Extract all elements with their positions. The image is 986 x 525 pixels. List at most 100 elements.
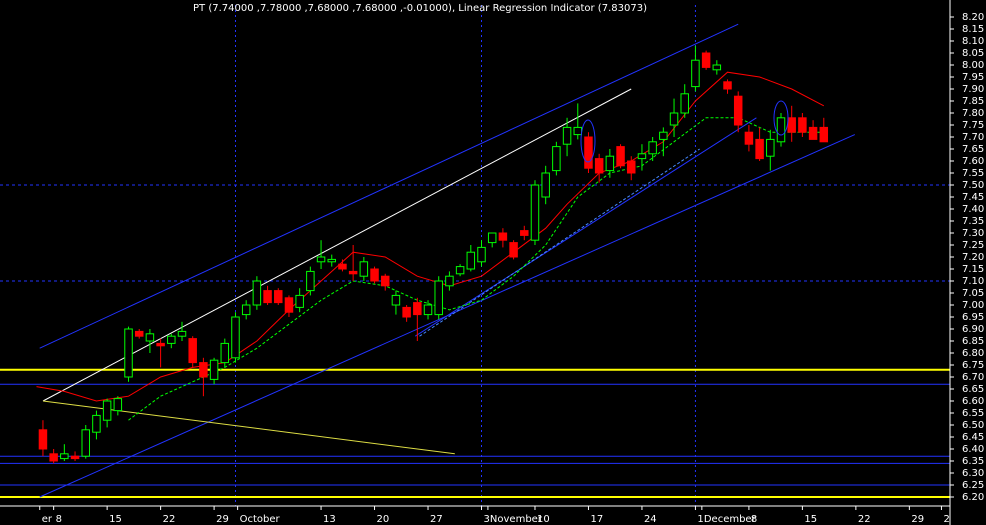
x-tick-label: 27	[430, 514, 443, 525]
chart-title: PT (7.74000 ,7.78000 ,7.68000 ,7.68000 ,…	[193, 3, 647, 14]
y-tick-label: 7.00	[962, 300, 984, 311]
x-tick-label: November	[490, 514, 543, 525]
y-tick-label: 6.60	[962, 396, 984, 407]
candle-body	[520, 230, 529, 236]
candle-body	[284, 297, 294, 313]
x-tick-label: 8	[56, 514, 62, 525]
candle-body	[584, 136, 593, 169]
candle-body	[541, 172, 550, 198]
x-tick-label: October	[240, 514, 281, 525]
candle-body	[498, 232, 508, 241]
candle-body	[209, 359, 219, 380]
indicator-line	[42, 400, 455, 455]
y-tick-label: 6.65	[962, 384, 984, 395]
candle-body	[113, 398, 123, 412]
y-tick-label: 7.20	[962, 252, 984, 263]
candle-body	[295, 294, 304, 308]
candle-body	[798, 117, 807, 133]
candle-body	[487, 232, 497, 244]
y-tick-label: 8.15	[962, 24, 984, 35]
candle-body	[199, 362, 208, 378]
y-tick-label: 6.40	[962, 444, 984, 455]
plot-area	[0, 5, 950, 506]
y-tick-label: 7.85	[962, 96, 984, 107]
candle-body	[338, 263, 347, 270]
y-tick-label: 6.80	[962, 348, 984, 359]
candle-body	[220, 342, 230, 364]
y-tick-label: 7.55	[962, 168, 984, 179]
candle-body	[627, 160, 636, 174]
candle-body	[241, 304, 251, 316]
candle-body	[134, 330, 144, 337]
x-tick-label: 29	[911, 514, 924, 525]
x-tick-label: 8	[751, 514, 757, 525]
candle-body	[263, 290, 272, 304]
y-tick-label: 6.70	[962, 372, 984, 383]
candle-body	[274, 290, 283, 304]
y-tick-label: 6.85	[962, 336, 984, 347]
candle-body	[38, 429, 48, 450]
candle-body	[316, 256, 326, 263]
y-tick-label: 7.80	[962, 108, 984, 119]
candle-body	[466, 251, 476, 270]
candle-body	[744, 131, 754, 145]
candle-body	[70, 455, 80, 460]
candle-body	[359, 261, 369, 277]
x-tick-label: 15	[109, 514, 122, 525]
candle-body	[402, 306, 411, 318]
y-tick-label: 7.65	[962, 144, 984, 155]
x-tick-label: 17	[590, 514, 603, 525]
candle-body	[92, 414, 101, 433]
candle-body	[252, 280, 262, 306]
x-tick-label: er	[42, 514, 53, 525]
candle-body	[637, 153, 647, 160]
candle-body	[156, 342, 165, 347]
x-tick-label: 2	[943, 514, 949, 525]
candle-body	[701, 52, 711, 68]
x-tick-label: 22	[858, 514, 871, 525]
candle-body	[423, 304, 433, 316]
y-tick-label: 7.75	[962, 120, 984, 131]
y-tick-label: 8.10	[962, 36, 984, 47]
y-tick-label: 7.30	[962, 228, 984, 239]
y-tick-label: 6.30	[962, 468, 984, 479]
candle-body	[477, 246, 486, 263]
y-tick-label: 6.25	[962, 480, 984, 491]
candle-body	[766, 138, 775, 157]
y-tick-label: 8.20	[962, 12, 984, 23]
candle-body	[648, 141, 657, 155]
candle-body	[391, 294, 401, 306]
y-tick-label: 6.90	[962, 324, 984, 335]
y-tick-label: 7.15	[962, 264, 984, 275]
candle-body	[124, 328, 133, 378]
x-tick-label: 15	[804, 514, 817, 525]
indicator-line	[128, 117, 824, 421]
candle-body	[819, 126, 829, 143]
candle-body	[530, 184, 540, 241]
y-tick-label: 8.00	[962, 60, 984, 71]
candle-body	[81, 429, 90, 457]
candle-body	[434, 280, 443, 316]
candle-body	[605, 155, 615, 172]
x-tick-label: 1	[697, 514, 703, 525]
candle-body	[755, 138, 764, 160]
candle-body	[509, 242, 518, 258]
y-tick-label: 7.40	[962, 204, 984, 215]
y-tick-label: 7.70	[962, 132, 984, 143]
candle-body	[370, 268, 379, 282]
x-tick-label: 24	[644, 514, 657, 525]
candle-body	[49, 453, 58, 462]
candle-body	[776, 117, 786, 143]
candle-body	[723, 81, 732, 90]
y-tick-label: 6.95	[962, 312, 984, 323]
candle-body	[348, 270, 358, 275]
candle-body	[669, 112, 679, 126]
highlight-ellipse	[580, 119, 596, 163]
indicator-line	[42, 88, 632, 402]
indicator-line	[36, 71, 825, 402]
candle-body	[808, 126, 818, 140]
y-tick-label: 7.90	[962, 84, 984, 95]
candle-body	[659, 131, 668, 140]
